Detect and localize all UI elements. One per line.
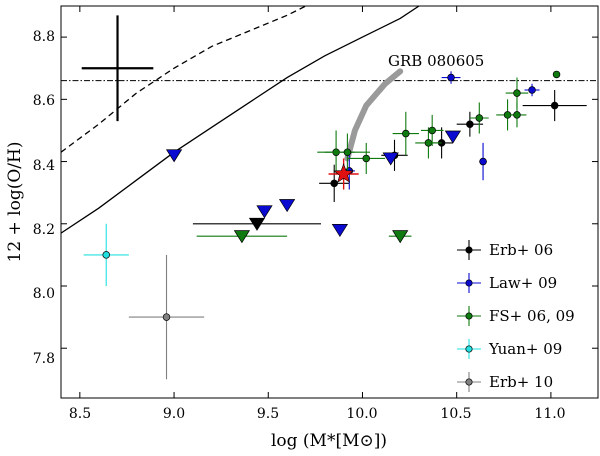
series-erb-10: [128, 254, 205, 380]
data-point: [513, 89, 521, 97]
series-yuan-09: [83, 223, 129, 286]
legend-label: FS+ 06, 09: [489, 307, 575, 325]
legend-symbol-marker: [465, 246, 473, 254]
data-point: [162, 313, 171, 321]
x-tick-label: 11.0: [534, 406, 565, 422]
solid-relation-line: [61, 6, 420, 234]
data-point: [102, 251, 110, 259]
upper-limit-marker: [392, 230, 409, 244]
upper-limit-marker: [278, 199, 296, 213]
data-point: [528, 86, 536, 94]
y-tick-label: 8.4: [33, 158, 55, 174]
x-tick-label: 9.5: [257, 406, 279, 422]
plot-frame: [60, 5, 599, 399]
data-point: [424, 139, 433, 147]
grb-marker-group: [328, 158, 359, 190]
legend-label: Erb+ 10: [489, 373, 553, 391]
y-tick-label: 8.6: [33, 93, 55, 109]
representative-error-cross: [81, 15, 154, 122]
grb-track-group: [344, 68, 404, 162]
legend-label: Yuan+ 09: [488, 340, 562, 358]
x-tick-label: 10.5: [440, 406, 471, 422]
grb-track-line: [344, 68, 404, 162]
legend-label: Law+ 09: [489, 274, 557, 292]
data-point: [330, 179, 338, 188]
data-point: [552, 70, 561, 79]
data-series: [83, 70, 587, 380]
data-point: [343, 148, 352, 156]
y-tick-label: 8.0: [33, 286, 55, 302]
series-law-09: [165, 71, 540, 238]
legend-symbol-marker: [465, 378, 473, 386]
upper-limit-marker: [248, 217, 266, 231]
dashed-relation-line: [61, 6, 307, 153]
data-point: [479, 157, 487, 166]
upper-limit-marker: [233, 230, 251, 244]
upper-limit-marker: [331, 224, 349, 238]
series-fs-06-09: [196, 70, 561, 244]
axis-ticks: [61, 6, 598, 398]
data-point: [466, 120, 474, 128]
x-tick-label: 8.5: [69, 406, 91, 422]
upper-limit-marker: [382, 152, 399, 166]
legend-symbol-marker: [465, 279, 473, 287]
y-tick-label: 8.2: [33, 222, 55, 238]
y-axis-label: 12 + log(O/H): [5, 142, 25, 263]
data-point: [428, 126, 436, 135]
legend-symbol-marker: [465, 312, 473, 320]
data-point: [362, 154, 370, 163]
data-point: [447, 73, 455, 82]
data-point: [402, 129, 410, 138]
y-tick-label: 8.8: [33, 29, 55, 45]
grb-star-marker: [333, 163, 354, 183]
data-point: [513, 111, 521, 119]
upper-limit-marker: [256, 205, 273, 219]
legend-symbol-marker: [465, 345, 473, 353]
data-point: [550, 101, 559, 110]
data-point: [475, 114, 484, 122]
x-tick-label: 9.0: [163, 406, 185, 422]
legend: Erb+ 06 Law+ 09 FS+ 06, 09 Yuan+ 09 Erb+…: [457, 240, 575, 392]
model-relations: [61, 6, 420, 234]
x-tick-label: 10.0: [346, 406, 377, 422]
upper-limit-marker: [165, 149, 183, 163]
legend-label: Erb+ 06: [489, 241, 553, 259]
grb-label: GRB 080605: [388, 52, 484, 70]
x-axis-label: log (M*[M⊙]): [271, 431, 387, 451]
y-tick-label: 7.8: [33, 351, 55, 367]
upper-limit-marker: [444, 130, 462, 144]
